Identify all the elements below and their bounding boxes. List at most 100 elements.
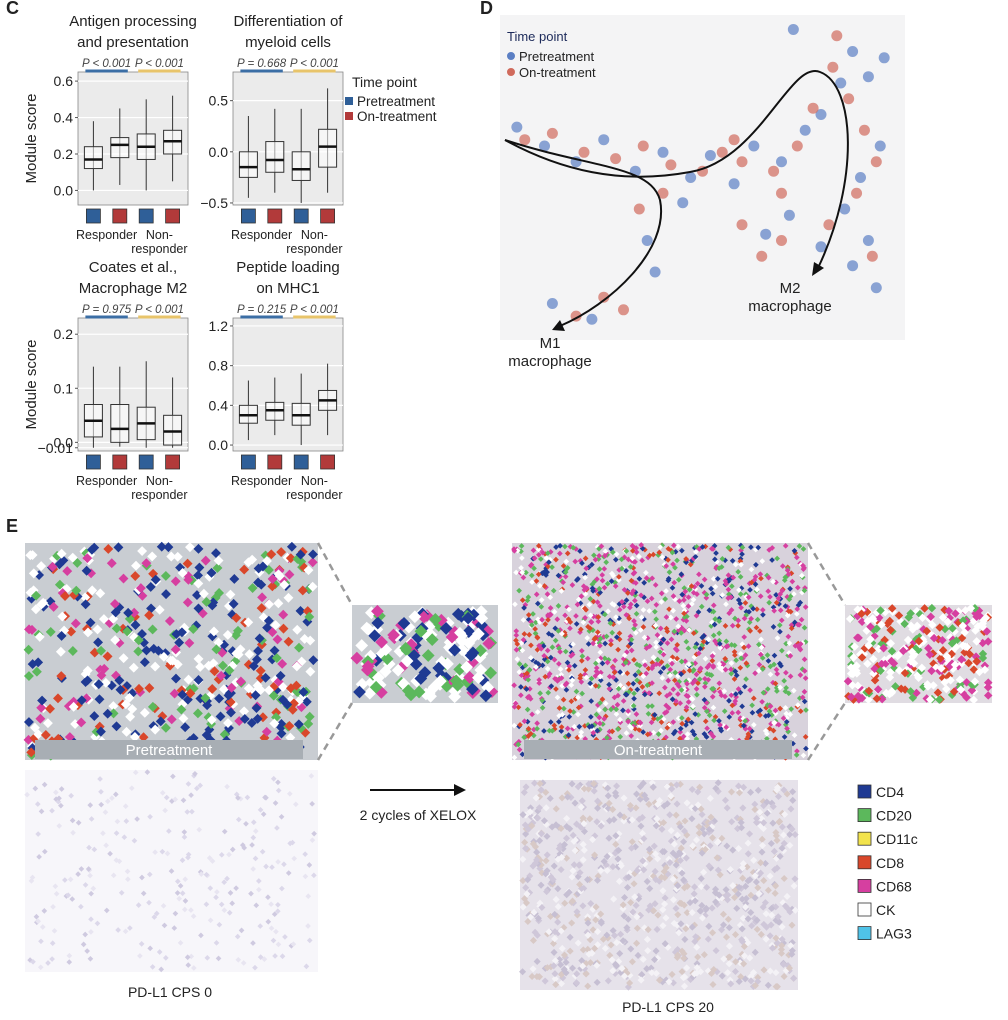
cell-point — [729, 178, 740, 189]
box — [292, 152, 310, 181]
legend-label: CD4 — [876, 784, 904, 800]
legend-label: Pretreatment — [357, 94, 435, 109]
chart-title: Peptide loadingon MHC1 — [236, 259, 339, 297]
legend-label: CK — [876, 902, 896, 918]
box — [239, 152, 257, 178]
cell-point — [511, 122, 522, 133]
panel-label: D — [480, 0, 493, 18]
cell-point — [851, 188, 862, 199]
group-tile — [294, 209, 308, 223]
cell-point — [847, 46, 858, 57]
cell-point — [855, 172, 866, 183]
cell-point — [519, 134, 530, 145]
group-tile — [321, 209, 335, 223]
group-tile — [113, 209, 127, 223]
legend-title: Time point — [507, 29, 568, 44]
cell-point — [784, 210, 795, 221]
legend-swatch — [858, 832, 871, 845]
p-value: P = 0.975 — [82, 304, 132, 316]
chart-title: Antigen processingand presentation — [69, 13, 197, 51]
cell-point — [650, 267, 661, 278]
cell-point — [879, 52, 890, 63]
group-label: Non-responder — [286, 474, 342, 502]
cell-point — [579, 147, 590, 158]
cell-point — [729, 134, 740, 145]
y-tick-label: 0.8 — [209, 358, 229, 374]
cell-point — [776, 235, 787, 246]
y-tick-label: 1.2 — [209, 318, 229, 334]
cell-point — [737, 219, 748, 230]
legend-marker — [507, 52, 515, 60]
group-tile — [166, 209, 180, 223]
legend-swatch — [345, 112, 353, 120]
group-label: Responder — [231, 228, 292, 242]
cell-point — [831, 30, 842, 41]
zoom-guide — [318, 543, 352, 605]
box — [266, 142, 284, 173]
legend-label: Pretreatment — [519, 49, 595, 64]
p-value: P < 0.001 — [290, 58, 339, 70]
y-tick-label: 0.5 — [209, 93, 229, 109]
y-tick-label: 0.2 — [54, 146, 74, 162]
y-tick-label: 0.2 — [54, 326, 74, 342]
group-label: Responder — [231, 474, 292, 488]
legend-label: CD11c — [876, 831, 918, 847]
p-value: P < 0.001 — [135, 58, 184, 70]
y-tick-label: 0.4 — [54, 110, 74, 126]
box — [111, 138, 129, 158]
y-tick-label: 0.1 — [54, 380, 74, 396]
panel-label: C — [6, 0, 19, 18]
legend-marker — [507, 68, 515, 76]
zoom-guide — [808, 543, 845, 605]
image-label: On-treatment — [614, 742, 703, 759]
cell-point — [677, 197, 688, 208]
group-tile — [86, 455, 100, 469]
group-tile — [86, 209, 100, 223]
y-tick-label: 0.0 — [209, 144, 229, 160]
cell-point — [586, 314, 597, 325]
y-tick-label: −0.5 — [200, 195, 228, 211]
cell-point — [827, 62, 838, 73]
zoom-guide — [318, 703, 352, 760]
y-axis-label: Module score — [23, 339, 40, 429]
cell-point — [685, 172, 696, 183]
legend-label: LAG3 — [876, 926, 912, 942]
ihc-caption: PD-L1 CPS 20 — [622, 999, 714, 1015]
cell-point — [871, 282, 882, 293]
group-tile — [241, 209, 255, 223]
group-label: Non-responder — [286, 228, 342, 256]
group-tile — [113, 455, 127, 469]
cell-point — [737, 156, 748, 167]
legend-swatch — [858, 927, 871, 940]
box — [164, 415, 182, 445]
annotation: M1macrophage — [508, 335, 591, 370]
legend-swatch — [858, 785, 871, 798]
cell-point — [547, 128, 558, 139]
group-tile — [166, 455, 180, 469]
y-tick-label: 0.0 — [54, 182, 74, 198]
cell-point — [776, 156, 787, 167]
y-tick-label: 0.0 — [209, 437, 229, 453]
p-value: P < 0.001 — [82, 58, 131, 70]
cell-point — [547, 298, 558, 309]
legend-label: On-treatment — [357, 109, 437, 124]
cell-point — [863, 71, 874, 82]
group-label: Non-responder — [131, 474, 187, 502]
group-label: Non-responder — [131, 228, 187, 256]
zoom-guide — [808, 703, 845, 760]
p-value: P < 0.001 — [135, 304, 184, 316]
p-value: P < 0.001 — [290, 304, 339, 316]
ihc-caption: PD-L1 CPS 0 — [128, 984, 212, 1000]
p-value: P = 0.668 — [237, 58, 287, 70]
cell-point — [776, 188, 787, 199]
cell-point — [871, 156, 882, 167]
group-tile — [241, 455, 255, 469]
group-tile — [268, 209, 282, 223]
legend-title: Time point — [352, 74, 417, 90]
cell-point — [634, 204, 645, 215]
box — [111, 405, 129, 443]
cell-point — [598, 134, 609, 145]
group-tile — [268, 455, 282, 469]
cell-point — [859, 125, 870, 136]
